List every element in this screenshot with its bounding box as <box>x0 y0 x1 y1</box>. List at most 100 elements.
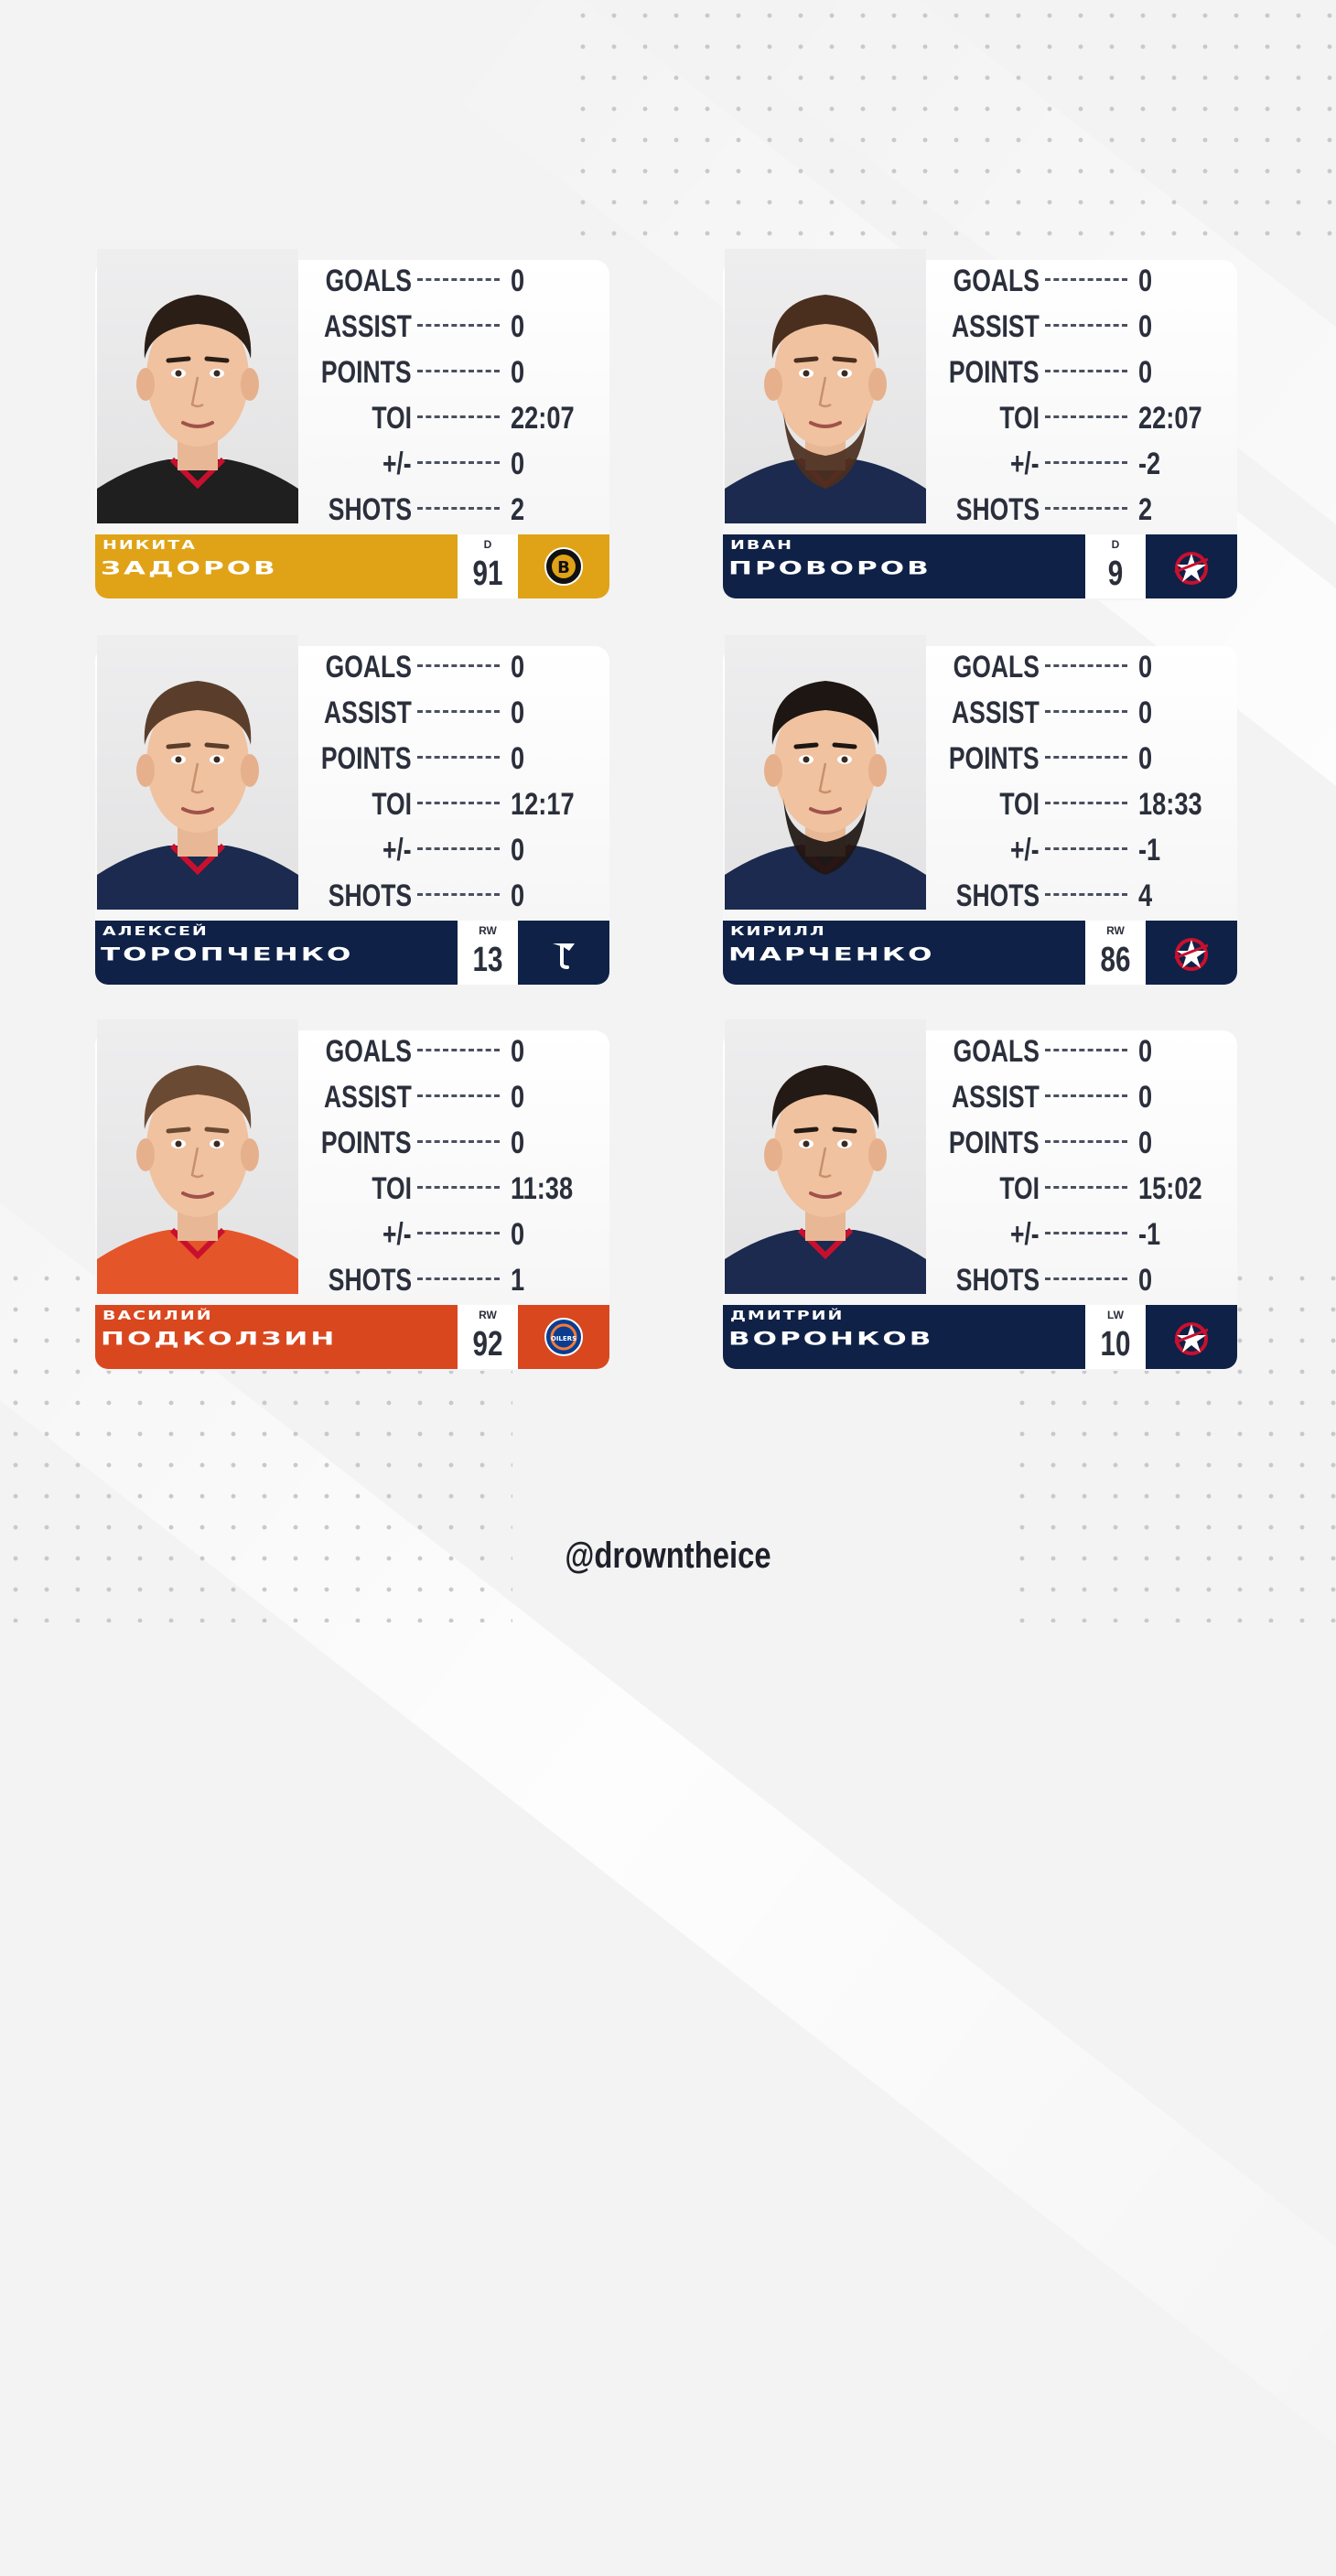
stat-row: POINTS 0 <box>302 738 609 783</box>
player-card: GOALS 0 ASSIST 0 POINTS 0 TOI 15:02 +/- <box>723 1019 1237 1371</box>
stat-label: TOI <box>999 401 1040 436</box>
stat-row: SHOTS 2 <box>930 489 1237 534</box>
stat-value: 0 <box>511 447 525 481</box>
stat-dash-divider <box>417 1140 500 1147</box>
stat-row: SHOTS 1 <box>302 1259 609 1305</box>
player-number: 91 <box>472 555 503 593</box>
stat-label: POINTS <box>321 1126 412 1160</box>
stat-dash-divider <box>1045 756 1127 762</box>
stat-value: 0 <box>1138 1034 1153 1069</box>
stat-dash-divider <box>1045 278 1127 285</box>
player-stats: GOALS 0 ASSIST 0 POINTS 0 TOI 22:07 +/- <box>302 260 609 534</box>
stat-label: POINTS <box>321 355 412 390</box>
stat-row: GOALS 0 <box>302 1030 609 1076</box>
stat-label: TOI <box>999 1171 1040 1206</box>
team-logo-box <box>1146 1305 1237 1369</box>
stat-value: 0 <box>511 355 525 390</box>
team-logo-box <box>1146 534 1237 598</box>
player-portrait <box>97 635 298 910</box>
stat-dash-divider <box>1045 1049 1127 1055</box>
stat-label: SHOTS <box>955 1263 1040 1298</box>
stat-label: +/- <box>382 833 412 868</box>
player-stats: GOALS 0 ASSIST 0 POINTS 0 TOI 11:38 +/- <box>302 1030 609 1305</box>
stat-row: SHOTS 0 <box>930 1259 1237 1305</box>
stat-label: POINTS <box>949 1126 1040 1160</box>
stat-label: GOALS <box>953 264 1040 298</box>
stat-value: 12:17 <box>511 787 575 822</box>
background-dots <box>567 0 1336 238</box>
stat-value: 22:07 <box>511 401 575 436</box>
stat-label: SHOTS <box>328 1263 412 1298</box>
player-position: RW <box>479 924 497 937</box>
stat-label: GOALS <box>953 1034 1040 1069</box>
stat-value: 0 <box>1138 650 1153 684</box>
stat-row: +/- 0 <box>302 443 609 489</box>
player-portrait <box>725 249 926 523</box>
stat-value: 18:33 <box>1138 787 1202 822</box>
stat-dash-divider <box>417 278 500 285</box>
player-number-box: RW 13 <box>458 921 518 985</box>
player-position: D <box>483 538 492 551</box>
stat-row: +/- 0 <box>302 829 609 875</box>
stat-label: +/- <box>1010 1217 1040 1252</box>
stat-row: +/- -1 <box>930 829 1237 875</box>
player-number-box: RW 86 <box>1085 921 1146 985</box>
stat-dash-divider <box>1045 664 1127 671</box>
stat-row: POINTS 0 <box>302 1122 609 1168</box>
team-logo-box <box>1146 921 1237 985</box>
stat-value: 0 <box>1138 264 1153 298</box>
player-first-name: ИВАН <box>730 538 793 553</box>
stat-value: 0 <box>1138 355 1153 390</box>
stat-row: TOI 22:07 <box>930 397 1237 443</box>
stat-label: GOALS <box>325 650 412 684</box>
stat-dash-divider <box>417 893 500 900</box>
player-card: GOALS 0 ASSIST 0 POINTS 0 TOI 18:33 +/- <box>723 635 1237 986</box>
stat-row: SHOTS 4 <box>930 875 1237 921</box>
stat-dash-divider <box>417 461 500 468</box>
stat-value: 0 <box>511 741 525 776</box>
stat-dash-divider <box>417 1049 500 1055</box>
stat-value: 0 <box>511 1217 525 1252</box>
player-last-name: ТОРОПЧЕНКО <box>101 944 354 965</box>
stat-dash-divider <box>417 710 500 717</box>
player-first-name: АЛЕКСЕЙ <box>102 924 209 939</box>
player-portrait <box>97 249 298 523</box>
stat-row: TOI 11:38 <box>302 1168 609 1213</box>
stat-dash-divider <box>1045 802 1127 808</box>
stat-label: ASSIST <box>324 309 412 344</box>
stat-dash-divider <box>1045 1186 1127 1192</box>
player-portrait <box>725 635 926 910</box>
stat-label: ASSIST <box>324 1080 412 1115</box>
stat-label: +/- <box>382 447 412 481</box>
player-name-bar: ВАСИЛИЙ ПОДКОЛЗИН <box>95 1305 458 1369</box>
stat-dash-divider <box>417 664 500 671</box>
stat-label: ASSIST <box>952 695 1040 730</box>
stat-dash-divider <box>1045 710 1127 717</box>
stat-row: ASSIST 0 <box>302 692 609 738</box>
player-number: 92 <box>472 1325 503 1363</box>
stat-label: +/- <box>382 1217 412 1252</box>
player-name-bar: ДМИТРИЙ ВОРОНКОВ <box>723 1305 1085 1369</box>
stat-value: -1 <box>1138 1217 1161 1252</box>
stat-label: TOI <box>372 1171 412 1206</box>
stat-label: SHOTS <box>328 492 412 527</box>
player-position: RW <box>1106 924 1125 937</box>
stat-label: ASSIST <box>952 309 1040 344</box>
stat-row: ASSIST 0 <box>302 1076 609 1122</box>
stat-dash-divider <box>1045 507 1127 513</box>
stat-dash-divider <box>1045 370 1127 376</box>
stat-dash-divider <box>1045 893 1127 900</box>
stat-dash-divider <box>417 370 500 376</box>
stat-label: TOI <box>372 787 412 822</box>
stat-value: 0 <box>511 1034 525 1069</box>
player-card: GOALS 0 ASSIST 0 POINTS 0 TOI 22:07 +/- <box>95 249 609 600</box>
player-number-box: LW 10 <box>1085 1305 1146 1369</box>
stat-row: +/- 0 <box>302 1213 609 1259</box>
stat-dash-divider <box>1045 324 1127 330</box>
stat-value: 22:07 <box>1138 401 1202 436</box>
stat-row: TOI 15:02 <box>930 1168 1237 1213</box>
stat-row: GOALS 0 <box>930 260 1237 306</box>
player-stats: GOALS 0 ASSIST 0 POINTS 0 TOI 22:07 +/- <box>930 260 1237 534</box>
stat-value: 0 <box>511 878 525 913</box>
stat-dash-divider <box>417 415 500 422</box>
